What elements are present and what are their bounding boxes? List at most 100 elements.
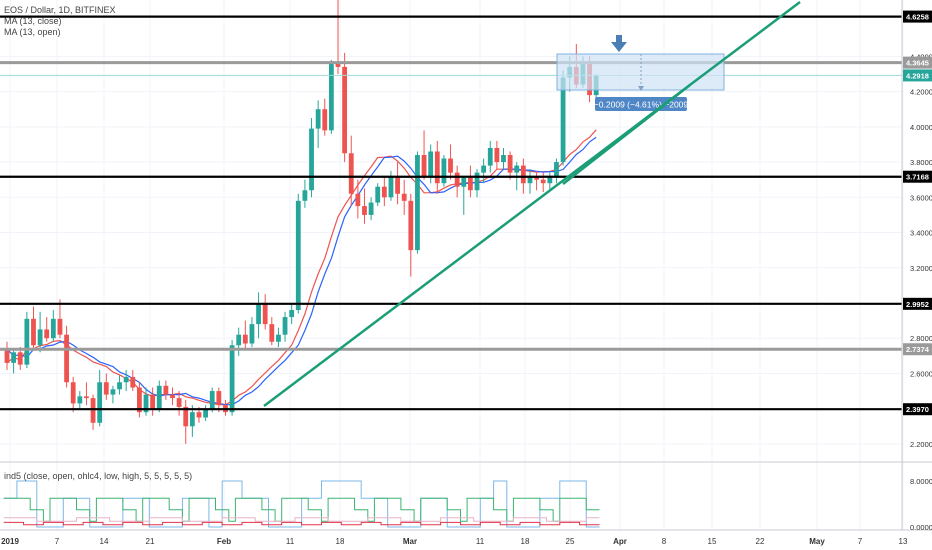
candle	[117, 375, 122, 395]
candle-body	[143, 394, 149, 413]
candle-body	[375, 186, 381, 203]
price-label-bg	[903, 10, 932, 23]
candle-body	[229, 345, 235, 413]
candle	[44, 317, 50, 342]
candle-body	[70, 382, 76, 404]
candle	[368, 197, 374, 221]
candle	[295, 193, 301, 314]
candle-body	[368, 202, 374, 215]
candle-body	[150, 394, 156, 409]
candle	[501, 147, 506, 170]
ind-series-pink	[3, 517, 600, 522]
candle	[415, 151, 420, 254]
candle	[448, 144, 453, 180]
candle-body	[547, 176, 553, 184]
price-label-bg	[903, 403, 932, 416]
ind-series-red	[3, 521, 600, 526]
candle-body	[103, 382, 109, 395]
candle	[110, 385, 116, 404]
price-label: 2.3970	[906, 405, 929, 414]
candle-body	[428, 151, 434, 177]
candle	[236, 327, 242, 356]
legend: EOS / Dollar, 1D, BITFINEX MA (13, close…	[4, 5, 192, 481]
candle-body	[381, 186, 387, 198]
candle	[342, 52, 348, 163]
x-tick-label: 21	[146, 537, 155, 546]
candle	[481, 158, 487, 184]
candle-body	[295, 200, 301, 311]
candle	[276, 327, 281, 348]
ma-close-legend: MA (13, close)	[4, 16, 62, 26]
x-tick-label: 13	[899, 537, 908, 546]
candle	[242, 320, 248, 349]
candle-body	[156, 385, 162, 409]
candle	[84, 382, 89, 406]
candle-body	[388, 176, 394, 198]
candle	[362, 188, 367, 224]
price-label: 2.9952	[906, 300, 929, 309]
candle	[189, 405, 195, 437]
candle-body	[328, 63, 334, 131]
sub-indicator-legend: ind5 (close, open, ohlc4, low, high, 5, …	[4, 471, 192, 481]
x-tick-label: 15	[708, 537, 717, 546]
price-label-bg	[903, 343, 932, 356]
y-tick-label: 3.2000	[910, 264, 932, 273]
candle	[309, 118, 314, 198]
candle-body	[335, 63, 341, 67]
candle-body	[415, 155, 420, 251]
candle-body	[262, 302, 268, 325]
candle-body	[176, 398, 182, 407]
candle	[554, 158, 559, 184]
candle	[282, 311, 288, 342]
candle	[24, 311, 30, 369]
horizontal-levels	[0, 15, 902, 411]
measure-tool: −0.2009 (−4.61%) −2009	[556, 53, 725, 111]
candle-body	[11, 352, 17, 363]
candle	[57, 299, 63, 339]
candle	[31, 306, 36, 349]
candle-body	[189, 412, 195, 427]
candle	[77, 391, 83, 409]
price-axis: 4.40004.20004.00003.80003.60003.40003.20…	[901, 0, 932, 530]
trendline-short[interactable]	[562, 84, 691, 185]
x-tick-label: Feb	[217, 537, 231, 546]
candle	[156, 380, 162, 413]
candle	[11, 350, 17, 374]
x-tick-label: Mar	[403, 537, 417, 546]
candle	[103, 373, 109, 400]
indicator-pane: 8.0000 0.0000	[0, 461, 932, 532]
candle	[70, 376, 76, 413]
trendline-long[interactable]	[263, 1, 801, 407]
candle	[176, 391, 182, 416]
candle	[395, 162, 400, 205]
candle	[170, 387, 175, 406]
candle	[348, 135, 354, 207]
candle	[97, 369, 103, 427]
y-tick-label: 4.0000	[910, 123, 932, 132]
candle-body	[554, 162, 559, 177]
y-tick-label: 4.2000	[910, 88, 932, 97]
candle-body	[461, 177, 467, 187]
price-label: 4.6258	[906, 13, 929, 22]
candle-body	[269, 324, 275, 342]
candle-body	[348, 153, 354, 194]
candle-body	[448, 158, 453, 173]
candle-body	[474, 172, 480, 191]
candle-body	[395, 176, 400, 194]
candle-body	[527, 176, 533, 184]
candle-body	[17, 352, 23, 365]
ma-open-line	[6, 136, 597, 406]
candle-body	[560, 77, 566, 163]
candle-body	[137, 387, 142, 413]
candle-body	[57, 318, 63, 335]
y-tick-label: 3.8000	[910, 158, 932, 167]
candle	[494, 140, 500, 170]
candle-body	[236, 334, 242, 346]
candle-body	[362, 206, 367, 215]
x-tick-label: 2019	[1, 537, 19, 546]
ind-series-blue	[3, 480, 600, 528]
candle	[64, 325, 69, 388]
candle	[375, 183, 381, 207]
candle	[262, 294, 268, 330]
